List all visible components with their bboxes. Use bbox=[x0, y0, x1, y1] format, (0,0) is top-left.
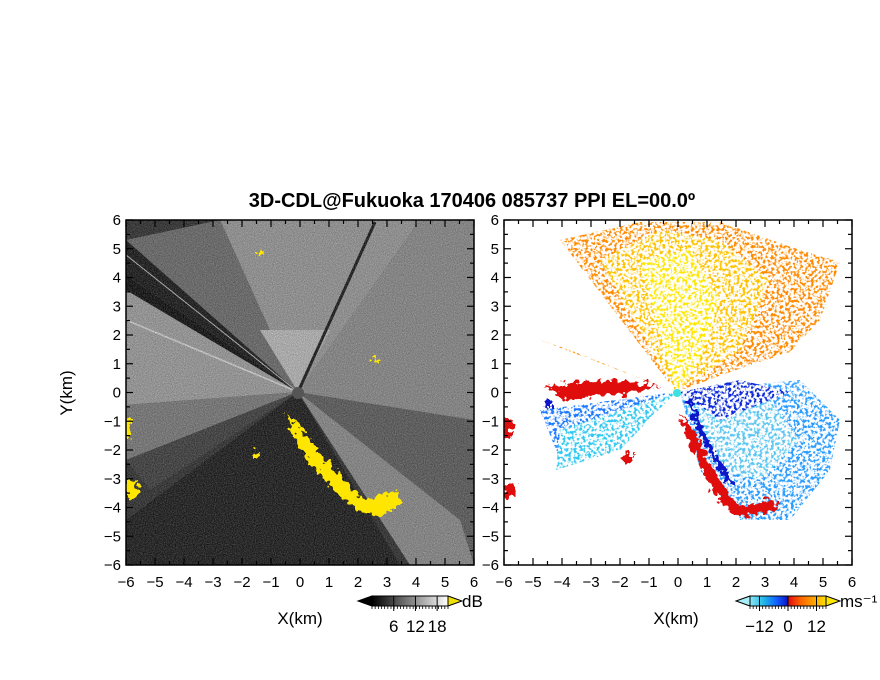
reflectivity-axes: −6 −5 −4 −3 −2 −1 0 1 2 3 4 5 6 −6 −5 −4 −3 −2 −1 0 1 2 3 4 5 6 bbox=[104, 212, 478, 591]
velocity-xtick-label: −4 bbox=[553, 574, 570, 591]
reflectivity-xtick-label: −3 bbox=[204, 574, 221, 591]
reflectivity-ytick-label: −5 bbox=[104, 528, 121, 545]
reflectivity-xtick-label: −4 bbox=[175, 574, 192, 591]
reflectivity-xtick-label: 1 bbox=[325, 574, 333, 591]
velocity-ytick-label: 6 bbox=[491, 212, 499, 229]
reflectivity-ytick-label: 1 bbox=[113, 356, 121, 373]
velocity-panel: −6 −5 −4 −3 −2 −1 0 1 2 3 4 5 6 −6 −5 −4 −3 −2 −1 0 1 2 3 4 5 6 X… bbox=[482, 212, 856, 628]
velocity-image bbox=[504, 220, 852, 565]
velocity-xtick-label: 5 bbox=[819, 574, 827, 591]
velocity-ytick-label: −3 bbox=[482, 471, 499, 488]
velocity-ytick-label: −1 bbox=[482, 413, 499, 430]
velocity-xtick-label: 4 bbox=[790, 574, 798, 591]
velocity-ytick-label: 0 bbox=[491, 385, 499, 402]
velocity-ytick-label: 5 bbox=[491, 241, 499, 258]
reflectivity-xtick-label: 0 bbox=[296, 574, 304, 591]
reflectivity-image bbox=[126, 220, 474, 565]
velocity-xtick-label: 3 bbox=[761, 574, 769, 591]
reflectivity-xtick-label: −1 bbox=[262, 574, 279, 591]
reflectivity-xtick-label: 6 bbox=[470, 574, 478, 591]
reflectivity-xtick-label: −2 bbox=[233, 574, 250, 591]
reflectivity-ytick-label: 4 bbox=[113, 270, 121, 287]
velocity-xtick-label: −3 bbox=[582, 574, 599, 591]
reflectivity-xtick-label: 2 bbox=[354, 574, 362, 591]
velocity-colorbar-tick: 0 bbox=[783, 617, 792, 636]
reflectivity-colorbar-tick: 12 bbox=[406, 617, 425, 636]
reflectivity-colorbar-unit: dB bbox=[462, 592, 483, 611]
velocity-xlabel: X(km) bbox=[653, 609, 698, 628]
velocity-ytick-label: 4 bbox=[491, 270, 499, 287]
velocity-xtick-label: −5 bbox=[524, 574, 541, 591]
chart-title: 3D-CDL@Fukuoka 170406 085737 PPI EL=00.0… bbox=[249, 190, 695, 212]
velocity-ytick-label: 3 bbox=[491, 298, 499, 315]
reflectivity-ytick-label: 0 bbox=[113, 385, 121, 402]
velocity-xtick-label: −6 bbox=[495, 574, 512, 591]
reflectivity-ytick-label: −4 bbox=[104, 500, 121, 517]
velocity-axes: −6 −5 −4 −3 −2 −1 0 1 2 3 4 5 6 −6 −5 −4 −3 −2 −1 0 1 2 3 4 5 6 bbox=[482, 212, 856, 591]
velocity-ytick-label: 1 bbox=[491, 356, 499, 373]
reflectivity-colorbar-tick: 6 bbox=[389, 617, 398, 636]
velocity-ytick-label: −4 bbox=[482, 500, 499, 517]
reflectivity-xlabel: X(km) bbox=[277, 609, 322, 628]
reflectivity-ytick-label: 2 bbox=[113, 327, 121, 344]
reflectivity-ytick-label: −3 bbox=[104, 471, 121, 488]
reflectivity-xtick-label: −6 bbox=[117, 574, 134, 591]
velocity-colorbar-unit: ms⁻¹ bbox=[840, 592, 878, 611]
reflectivity-xtick-label: −5 bbox=[146, 574, 163, 591]
reflectivity-panel: −6 −5 −4 −3 −2 −1 0 1 2 3 4 5 6 −6 −5 −4 −3 −2 −1 0 1 2 3 4 5 6 X… bbox=[57, 212, 478, 628]
velocity-ytick-label: 2 bbox=[491, 327, 499, 344]
velocity-xtick-label: 2 bbox=[732, 574, 740, 591]
reflectivity-colorbar: 6 12 18 dB bbox=[356, 592, 483, 636]
reflectivity-ytick-label: −2 bbox=[104, 442, 121, 459]
reflectivity-ytick-label: 5 bbox=[113, 241, 121, 258]
velocity-colorbar-tick: −12 bbox=[745, 617, 774, 636]
velocity-xtick-label: −1 bbox=[640, 574, 657, 591]
reflectivity-xtick-label: 4 bbox=[412, 574, 420, 591]
reflectivity-ylabel: Y(km) bbox=[57, 370, 76, 415]
velocity-colorbar-tick: 12 bbox=[807, 617, 826, 636]
velocity-ytick-label: −5 bbox=[482, 528, 499, 545]
reflectivity-colorbar-tick: 18 bbox=[428, 617, 447, 636]
reflectivity-ytick-label: 3 bbox=[113, 298, 121, 315]
reflectivity-xtick-label: 3 bbox=[383, 574, 391, 591]
reflectivity-ytick-label: −6 bbox=[104, 557, 121, 574]
velocity-ytick-label: −2 bbox=[482, 442, 499, 459]
velocity-ytick-label: −6 bbox=[482, 557, 499, 574]
velocity-xtick-label: 6 bbox=[848, 574, 856, 591]
velocity-xtick-label: 0 bbox=[674, 574, 682, 591]
velocity-xtick-label: 1 bbox=[703, 574, 711, 591]
reflectivity-xtick-label: 5 bbox=[441, 574, 449, 591]
velocity-colorbar: −12 0 12 ms⁻¹ bbox=[734, 592, 878, 636]
reflectivity-ytick-label: 6 bbox=[113, 212, 121, 229]
velocity-xtick-label: −2 bbox=[611, 574, 628, 591]
reflectivity-ytick-label: −1 bbox=[104, 413, 121, 430]
